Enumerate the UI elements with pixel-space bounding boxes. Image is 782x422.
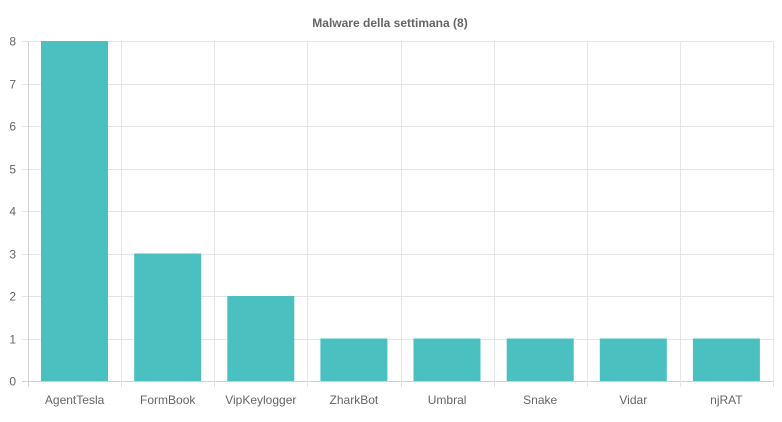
y-tick-label: 7 <box>9 78 16 92</box>
bars <box>41 41 760 381</box>
bar-agenttesla <box>41 41 108 381</box>
x-tick-label: njRAT <box>710 393 743 407</box>
x-tick-label: ZharkBot <box>330 393 379 407</box>
y-tick-label: 6 <box>9 120 16 134</box>
x-tick-label: VipKeylogger <box>225 393 296 407</box>
x-axis-ticks: AgentTesla FormBook VipKeylogger ZharkBot Um… <box>45 393 743 407</box>
x-tick-label: AgentTesla <box>45 393 105 407</box>
y-tick-label: 4 <box>9 205 16 219</box>
x-tick-label: Vidar <box>619 393 647 407</box>
bar-umbral <box>413 338 481 381</box>
x-tick-label: Umbral <box>428 393 467 407</box>
gridlines <box>22 41 774 387</box>
bar-vidar <box>599 338 667 381</box>
y-tick-label: 2 <box>9 290 16 304</box>
bar-snake <box>506 338 574 381</box>
y-tick-label: 0 <box>9 375 16 389</box>
y-tick-label: 1 <box>9 333 16 347</box>
x-tick-label: Snake <box>523 393 557 407</box>
y-axis-ticks: 0 1 2 3 4 5 6 7 8 <box>9 35 16 389</box>
y-tick-label: 8 <box>9 35 16 49</box>
y-tick-label: 5 <box>9 163 16 177</box>
bar-vipkeylogger <box>227 296 295 381</box>
bar-njrat <box>692 338 760 381</box>
bar-formbook <box>134 253 202 381</box>
bar-zharkbot <box>320 338 388 381</box>
chart-title: Malware della settimana (8) <box>312 16 467 30</box>
x-tick-label: FormBook <box>140 393 196 407</box>
y-tick-label: 3 <box>9 248 16 262</box>
